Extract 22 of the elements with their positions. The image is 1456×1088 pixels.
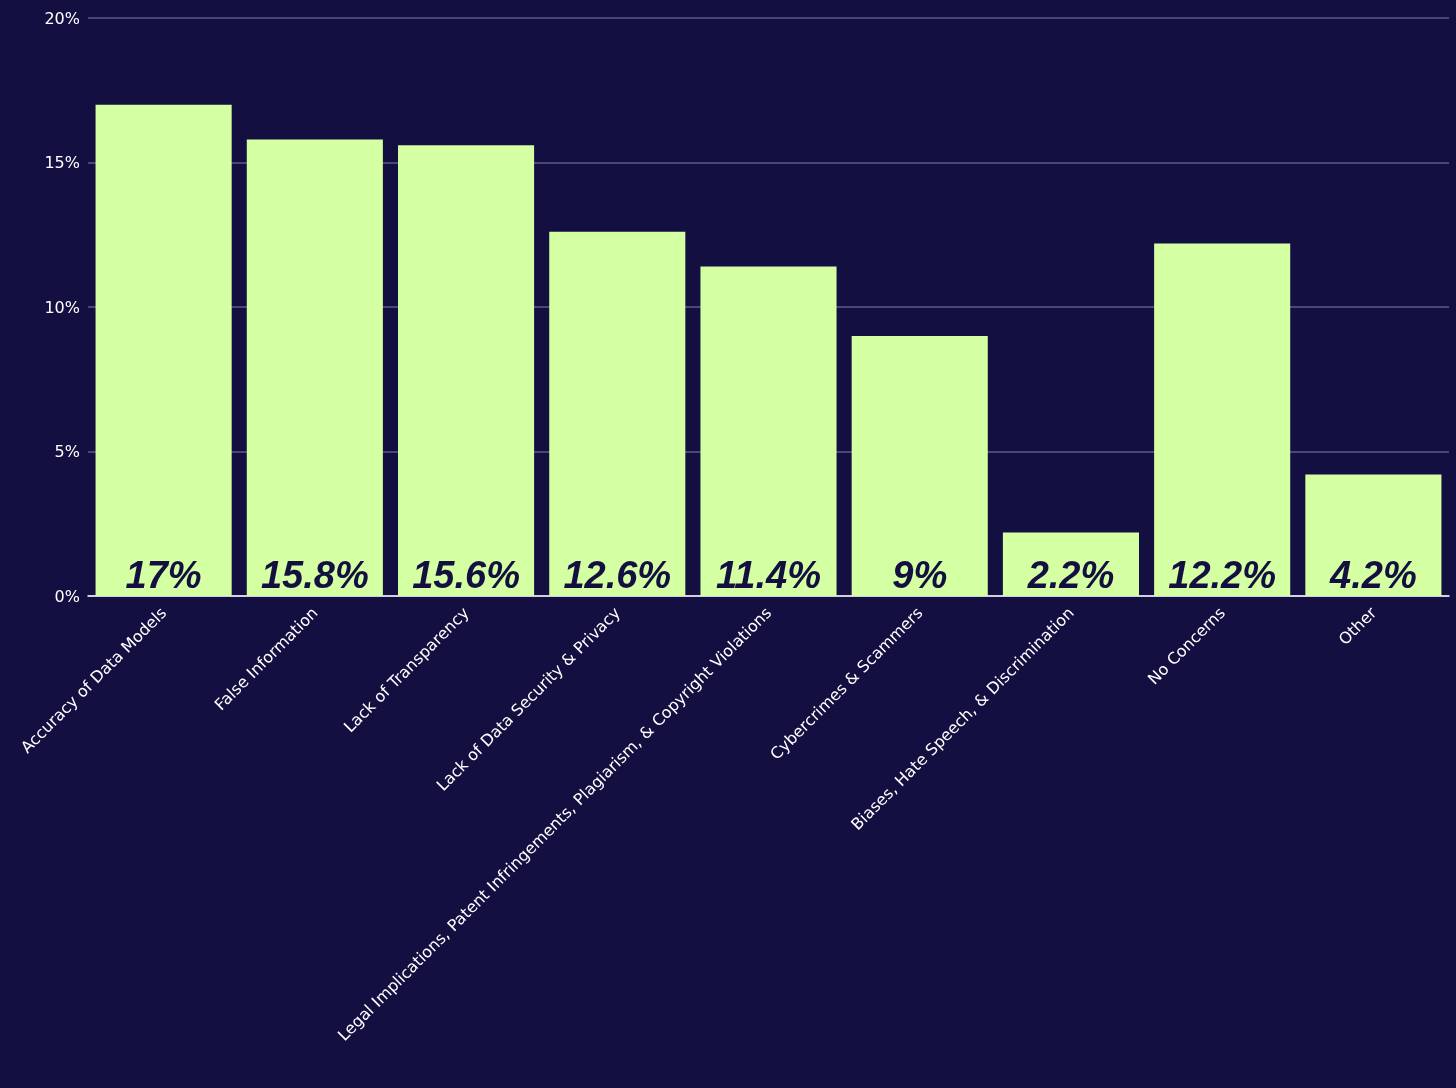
y-tick-label: 15% — [44, 153, 80, 172]
y-tick-label: 5% — [54, 442, 80, 461]
y-tick-label: 10% — [44, 297, 80, 317]
y-tick-label: 0% — [54, 586, 80, 606]
data-label: 2.2% — [1026, 554, 1115, 596]
bar — [700, 266, 837, 596]
bar — [246, 139, 383, 596]
bar — [398, 145, 535, 596]
data-label: 12.6% — [563, 554, 672, 596]
bar — [549, 231, 686, 596]
bar — [1154, 243, 1291, 596]
data-label: 15.6% — [412, 554, 520, 596]
data-label: 17% — [125, 554, 202, 596]
data-label: 9% — [892, 554, 948, 596]
data-label: 15.8% — [260, 554, 369, 596]
bar — [1305, 474, 1442, 596]
bar — [95, 104, 232, 596]
y-tick-label: 20% — [44, 8, 80, 28]
data-label: 4.2% — [1329, 554, 1417, 596]
data-label: 11.4% — [716, 554, 821, 596]
bar — [851, 335, 988, 596]
data-label: 12.2% — [1168, 554, 1277, 596]
